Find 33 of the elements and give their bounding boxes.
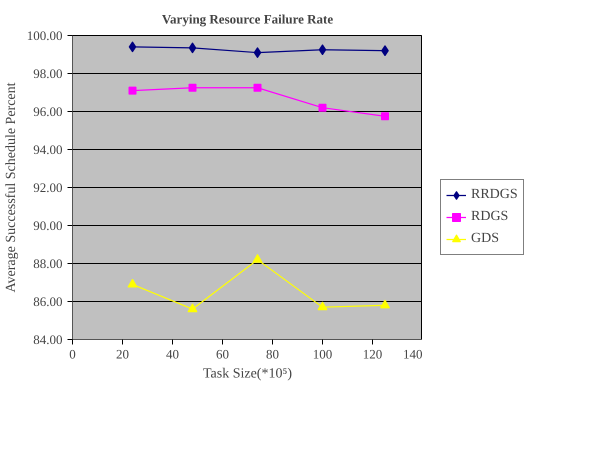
point bbox=[381, 112, 389, 120]
point bbox=[380, 300, 390, 308]
point bbox=[318, 104, 326, 112]
y-axis-title: Average Successful Schedule Percent bbox=[4, 82, 19, 293]
point bbox=[128, 278, 138, 288]
point bbox=[188, 84, 196, 92]
legend-label: GDS bbox=[471, 231, 500, 247]
legend-label: RDGS bbox=[471, 209, 508, 225]
x-tick-label: 100 bbox=[312, 346, 332, 362]
x-tick-label: 140 bbox=[403, 346, 422, 362]
x-tick-label: 80 bbox=[266, 346, 279, 362]
legend-label: RRDGS bbox=[471, 187, 518, 203]
x-tick-label: 40 bbox=[166, 346, 179, 362]
point bbox=[254, 84, 262, 92]
y-tick-label: 92.00 bbox=[33, 180, 62, 195]
y-tick-label: 86.00 bbox=[33, 294, 62, 309]
x-tick-label: 0 bbox=[69, 346, 76, 362]
point bbox=[318, 302, 328, 310]
chart-title: Varying Resource Failure Rate bbox=[162, 12, 334, 26]
y-tick-label: 88.00 bbox=[33, 256, 62, 271]
x-axis-title: Task Size(*10⁵) bbox=[202, 366, 292, 382]
y-tick-label: 100.00 bbox=[26, 28, 62, 43]
y-tick-label: 96.00 bbox=[33, 104, 62, 119]
point bbox=[128, 86, 136, 95]
x-tick-label: 120 bbox=[362, 346, 382, 362]
x-tick-label: 60 bbox=[216, 346, 229, 362]
y-tick-label: 98.00 bbox=[33, 66, 62, 81]
y-tick-label: 90.00 bbox=[33, 218, 62, 233]
x-tick-label: 20 bbox=[116, 346, 129, 362]
y-tick-label: 84.00 bbox=[33, 332, 62, 347]
point bbox=[252, 254, 262, 263]
y-tick-label: 94.00 bbox=[33, 142, 62, 157]
point bbox=[188, 303, 198, 312]
